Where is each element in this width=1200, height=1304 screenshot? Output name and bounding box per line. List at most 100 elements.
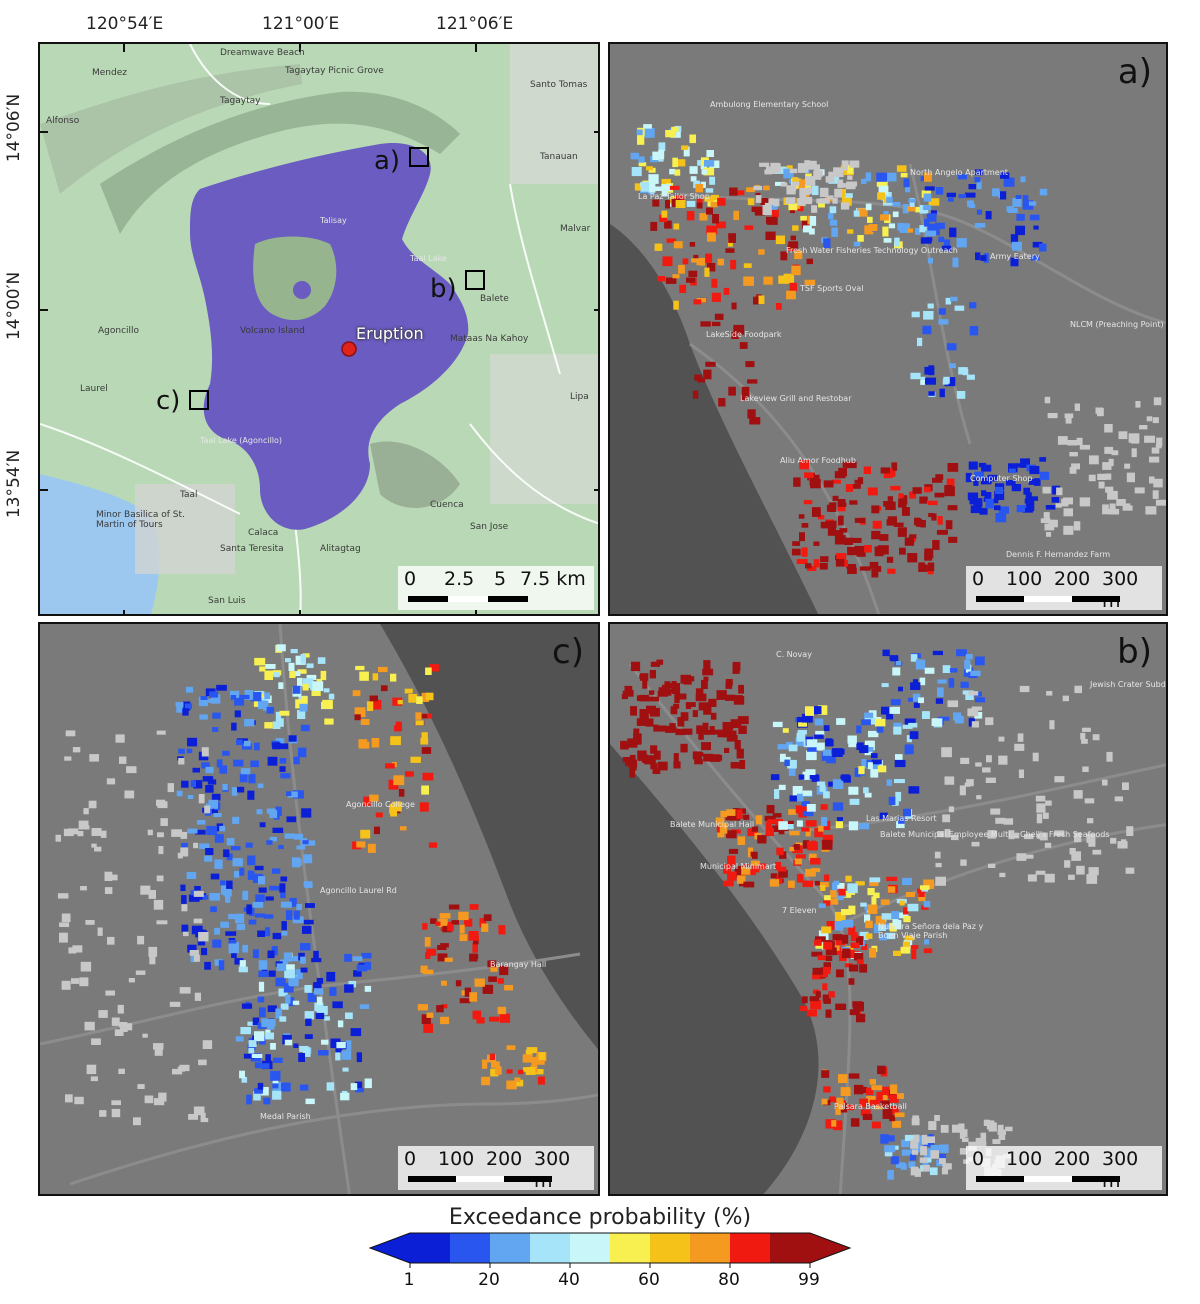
building: [1111, 450, 1119, 456]
building: [823, 962, 831, 970]
building: [870, 769, 879, 778]
building: [906, 735, 912, 743]
building: [982, 476, 992, 484]
building: [307, 993, 317, 1003]
building-footprints: [630, 124, 1166, 578]
building: [261, 1018, 268, 1028]
building: [892, 211, 899, 218]
building: [769, 879, 779, 887]
building: [186, 686, 194, 693]
building: [518, 1069, 524, 1075]
building: [903, 178, 910, 188]
building: [924, 486, 931, 493]
building: [661, 178, 671, 185]
building: [776, 847, 784, 856]
building: [903, 916, 911, 923]
building: [258, 876, 265, 885]
building: [488, 976, 497, 982]
building: [792, 225, 799, 231]
building: [1124, 463, 1131, 469]
place-label: Tagaytay Picnic Grove: [285, 66, 384, 76]
building: [1089, 455, 1099, 465]
building: [900, 946, 911, 954]
place-label: Mendez: [92, 68, 127, 78]
building: [817, 955, 826, 961]
building: [1015, 195, 1022, 199]
building: [268, 970, 276, 977]
building: [302, 840, 309, 845]
building: [942, 1163, 952, 1170]
building: [823, 238, 831, 248]
building: [935, 474, 944, 480]
building: [892, 667, 901, 676]
building: [1074, 832, 1082, 843]
building: [243, 1053, 255, 1059]
building: [364, 985, 372, 992]
building: [239, 867, 245, 876]
building: [832, 882, 838, 891]
building: [908, 697, 914, 702]
building: [766, 216, 777, 224]
building: [148, 890, 156, 899]
place-label: LakeSide Foodpark: [706, 330, 782, 339]
building: [156, 920, 168, 925]
building: [928, 391, 935, 396]
building: [85, 920, 95, 925]
scale-bar: 0 100 200 300 m: [966, 566, 1162, 612]
panel-a-graphic: [610, 124, 1166, 614]
building: [880, 899, 890, 905]
building: [252, 873, 263, 883]
building: [910, 1139, 919, 1149]
building: [639, 709, 649, 719]
building: [928, 198, 940, 206]
building: [806, 750, 817, 761]
building: [759, 162, 770, 167]
building: [247, 855, 256, 866]
building: [669, 185, 680, 190]
building: [239, 1070, 245, 1079]
building: [866, 933, 873, 939]
building: [815, 991, 821, 998]
place-label: Malvar: [560, 224, 591, 234]
building: [1005, 480, 1016, 486]
building: [419, 802, 429, 812]
building: [684, 728, 693, 735]
building: [947, 700, 959, 708]
building: [74, 1096, 84, 1105]
building: [912, 1149, 919, 1155]
building: [918, 891, 925, 897]
building: [992, 1139, 1001, 1144]
building: [849, 798, 860, 805]
building: [850, 942, 860, 948]
building-footprints: [55, 644, 547, 1126]
building: [1102, 779, 1108, 786]
building: [303, 919, 314, 925]
building: [916, 888, 926, 894]
building: [210, 906, 217, 913]
place-label: TSF Sports Oval: [800, 284, 864, 293]
building: [637, 135, 645, 145]
building: [205, 848, 214, 855]
building: [1114, 796, 1123, 802]
building: [182, 708, 189, 716]
building: [923, 311, 934, 320]
building: [690, 176, 697, 182]
building: [960, 681, 969, 688]
building: [729, 187, 738, 196]
building: [269, 885, 280, 891]
building: [661, 210, 668, 218]
building: [1121, 839, 1127, 848]
colorbar-segment: [690, 1233, 730, 1263]
building: [1016, 213, 1025, 221]
building: [499, 965, 509, 976]
building: [142, 1033, 148, 1038]
building: [812, 972, 823, 980]
building: [845, 183, 856, 190]
building: [885, 501, 896, 510]
building: [805, 769, 816, 775]
building: [853, 210, 860, 217]
building: [251, 1053, 263, 1058]
building: [1015, 225, 1025, 236]
building: [657, 690, 669, 697]
building: [107, 936, 115, 945]
